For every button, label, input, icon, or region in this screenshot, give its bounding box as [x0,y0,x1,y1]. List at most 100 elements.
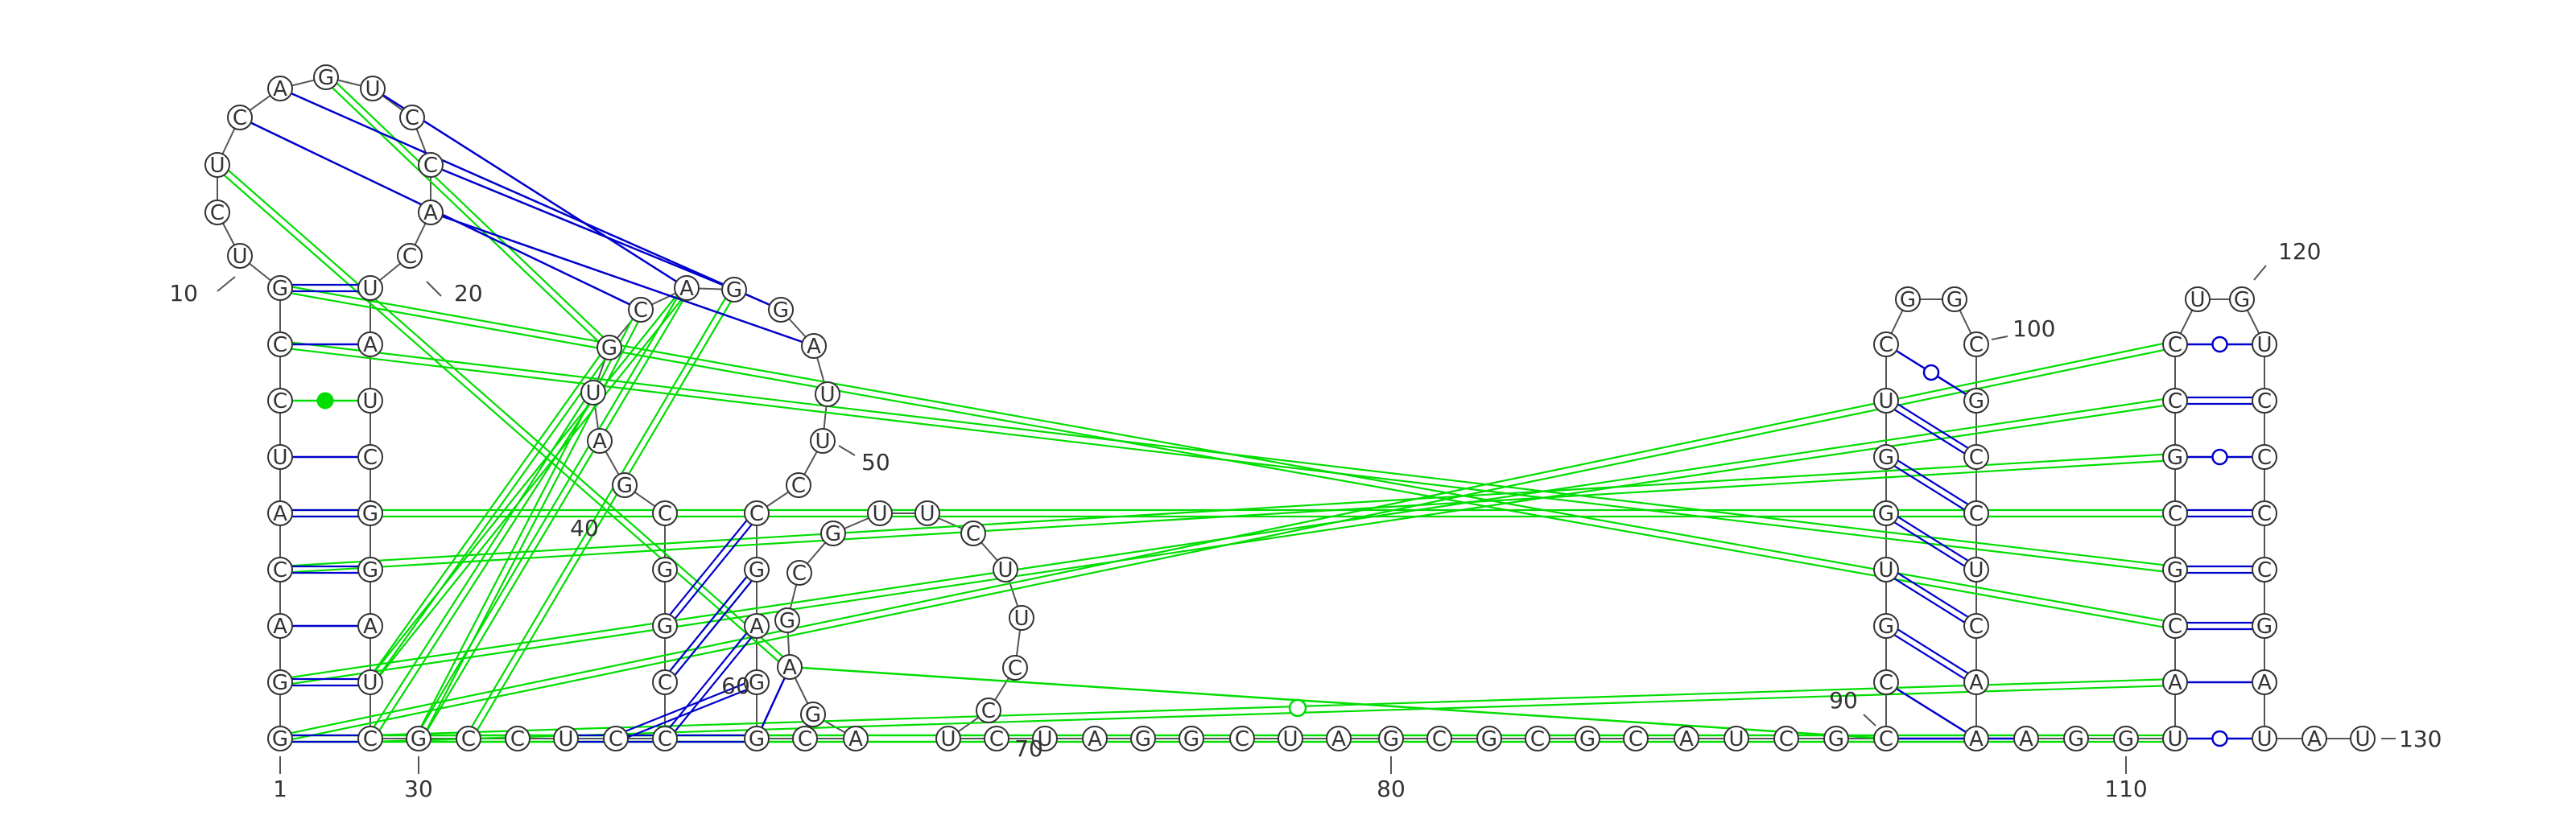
nucleotide-letter: C [1879,671,1893,695]
tertiary-interaction-line [372,393,597,741]
nucleotide-letter: C [658,671,672,695]
nucleotide: U [993,557,1018,582]
nucleotide-letter: U [232,245,247,269]
nucleotide: U [204,152,230,178]
nucleotide: U [1873,388,1899,414]
nucleotide-letter: G [749,727,765,751]
nucleotide: G [744,726,770,751]
watson-crick-pair-line [1887,622,1979,681]
nucleotide-letter: U [1878,558,1893,582]
nucleotide-letter: A [679,277,694,301]
nucleotide-letter: A [1969,671,1984,695]
nucleotide: G [652,613,678,639]
nucleotide-letter: G [2167,446,2183,470]
nucleotide-letter: G [1828,727,1844,751]
nucleotide-letter: U [815,430,830,454]
nucleotide-letter: G [1878,502,1894,526]
nucleotide: A [267,500,293,526]
nucleotide-letter: C [233,106,247,130]
nucleotide: A [2013,726,2039,751]
nucleotide: A [2162,669,2188,695]
nucleotide-letter: C [405,106,419,130]
nucleotide: G [768,297,794,323]
nucleotide: C [2252,388,2277,414]
tertiary-interaction-line [369,677,2175,737]
nucleotide-letter: A [782,656,797,680]
position-number: 40 [570,515,599,541]
nucleotide-letter: U [365,77,380,101]
nucleotide-letter: C [210,201,225,225]
watson-crick-pair-line [662,623,755,738]
nucleotide: U [553,726,579,751]
nucleotide-letter: U [919,502,935,526]
position-number: 100 [2013,315,2055,342]
nucleotide: U [935,726,961,751]
position-tick [426,281,442,297]
nucleotide: U [815,381,840,407]
watson-crick-pair-line [667,514,760,629]
position-number: 60 [721,673,750,699]
tertiary-interaction-line [323,79,608,351]
watson-crick-pair-line [617,684,758,743]
nucleotide: G [774,607,800,633]
nucleotide-letter: G [657,558,673,582]
nucleotide-letter: G [601,336,617,360]
nucleotide: C [2162,388,2188,414]
position-number: 80 [1377,776,1406,802]
nucleotide: C [456,726,481,751]
nucleotide-letter: G [1481,727,1497,751]
nucleotide-letter: G [779,609,795,633]
nucleotide: A [801,333,827,359]
position-number: 50 [861,449,890,475]
nucleotide: U [867,500,893,526]
position-number: 110 [2104,776,2147,802]
tertiary-interaction-line [372,289,690,685]
tertiary-interaction-line [464,287,733,738]
noncanonical-pair-marker [2211,448,2228,466]
nucleotide-letter: U [2167,727,2182,751]
nucleotide-letter: A [2019,727,2033,751]
tertiary-interaction-line [279,396,2175,681]
nucleotide: C [1873,669,1899,695]
long-range-pair-line [430,211,815,348]
nucleotide-letter: G [1135,727,1151,751]
nucleotide: C [267,331,293,357]
nucleotide: C [2162,331,2188,357]
nucleotide: U [2185,286,2211,312]
nucleotide: C [603,726,629,751]
noncanonical-pair-marker [2211,730,2228,747]
nucleotide-letter: C [273,389,287,414]
nucleotide: C [1773,726,1799,751]
nucleotide: G [1873,444,1899,470]
nucleotide: G [721,277,747,303]
nucleotide: C [1873,331,1899,357]
tertiary-interaction-line [214,167,789,670]
nucleotide-letter: C [461,727,476,751]
nucleotide-letter: C [402,245,417,269]
nucleotide-letter: G [749,671,765,695]
position-number: 10 [169,280,198,307]
nucleotide: C [397,243,423,269]
watson-crick-pair-line [1887,509,1979,568]
nucleotide: C [1873,726,1899,751]
nucleotide-letter: C [798,727,812,751]
watson-crick-pair-line [662,566,755,681]
nucleotide: A [267,76,293,101]
nucleotide-letter: G [2256,615,2273,639]
nucleotide: U [1032,726,1058,751]
nucleotide: G [1575,726,1600,751]
nucleotide-letter: G [272,727,288,751]
nucleotide-letter: G [411,727,427,751]
nucleotide-letter: U [819,383,835,407]
nucleotide: G [2113,726,2139,751]
nucleotide: C [976,698,1001,723]
nucleotide-letter: G [272,277,288,301]
nucleotide-letter: C [1879,727,1893,751]
nucleotide-letter: C [966,522,980,546]
nucleotide: C [744,500,770,526]
nucleotide: G [612,472,638,498]
nucleotide: A [1674,726,1699,751]
position-tick [838,445,856,456]
nucleotide-letter: U [2256,727,2272,751]
